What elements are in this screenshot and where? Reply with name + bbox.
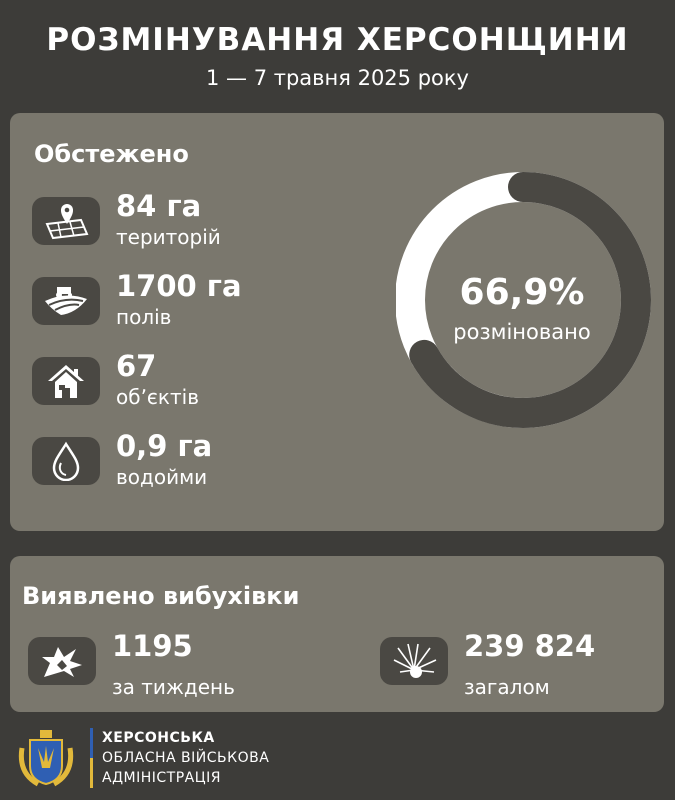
explosives-card: [10, 556, 664, 712]
surveyed-heading: Обстежено: [34, 140, 189, 168]
demined-donut: [396, 172, 651, 428]
date-range: 1 — 7 травня 2025 року: [205, 66, 469, 90]
stat-value: 67: [116, 349, 157, 383]
stat-label: обʼєктів: [116, 385, 199, 409]
field-tractor-icon: [32, 277, 100, 325]
stat-value: 1195: [112, 629, 193, 663]
stat-value: 0,9 га: [116, 429, 213, 463]
coat-of-arms-logo: [18, 730, 74, 787]
demined-percent: 66,9%: [459, 272, 585, 313]
footer-line2: ОБЛАСНА ВІЙСЬКОВА: [102, 750, 270, 766]
donut-demined-arc: [396, 172, 651, 428]
stat-label: водойми: [116, 465, 208, 489]
footer-line1: ХЕРСОНСЬКА: [102, 730, 215, 746]
stat-value: 1700 га: [116, 269, 242, 303]
demined-label: розміновано: [453, 320, 591, 344]
explosives-heading: Виявлено вибухівки: [22, 582, 300, 610]
flag-divider: [90, 728, 93, 788]
stat-label: територій: [116, 225, 221, 249]
footer-logo-block: ХЕРСОНСЬКА ОБЛАСНА ВІЙСЬКОВА АДМІНІСТРАЦ…: [16, 728, 269, 792]
explosion-icon: [28, 637, 96, 685]
blast-burst-icon: [380, 637, 448, 685]
stat-label: загалом: [464, 675, 550, 699]
water-drop-icon: [32, 437, 100, 485]
stat-label: полів: [116, 305, 172, 329]
page-title: РОЗМІНУВАННЯ ХЕРСОНЩИНИ: [46, 22, 629, 58]
footer-line3: АДМІНІСТРАЦІЯ: [102, 770, 221, 786]
stat-label: за тиждень: [112, 675, 235, 699]
stat-value: 84 га: [116, 189, 202, 223]
map-pin-icon: [32, 197, 100, 245]
house-icon: [32, 357, 100, 405]
stat-value: 239 824: [464, 629, 596, 663]
